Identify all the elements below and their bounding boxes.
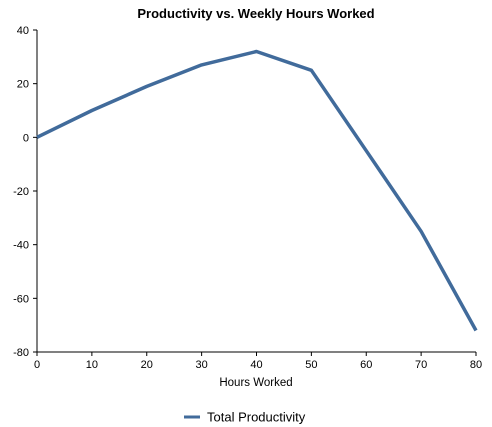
y-tick-label: -80 [13,347,29,359]
series-layer [36,49,478,332]
y-tick-label: 20 [17,79,29,91]
x-tick-label: 20 [141,359,153,371]
axes [36,30,476,353]
y-tick-label: -60 [13,293,29,305]
x-tick-label: 10 [86,359,98,371]
y-ticks: 40 20 0 -20 -40 -60 -80 [13,25,37,359]
series-line-0 [36,49,478,332]
x-tick-label: 70 [415,359,427,371]
x-tick-label: 80 [470,359,482,371]
x-tick-label: 50 [305,359,317,371]
y-tick-label: 40 [17,25,29,37]
y-tick-label: -20 [13,186,29,198]
x-tick-label: 30 [196,359,208,371]
y-tick-label: 0 [23,132,29,144]
chart-title: Productivity vs. Weekly Hours Worked [137,6,374,21]
x-tick-label: 0 [34,359,40,371]
x-ticks: 0 10 20 30 40 50 60 70 80 [34,352,482,371]
y-tick-label: -40 [13,240,29,252]
x-tick-label: 40 [250,359,262,371]
legend: Total Productivity [184,410,306,425]
x-axis-title: Hours Worked [219,377,292,389]
legend-label: Total Productivity [207,410,306,425]
x-tick-label: 60 [360,359,372,371]
